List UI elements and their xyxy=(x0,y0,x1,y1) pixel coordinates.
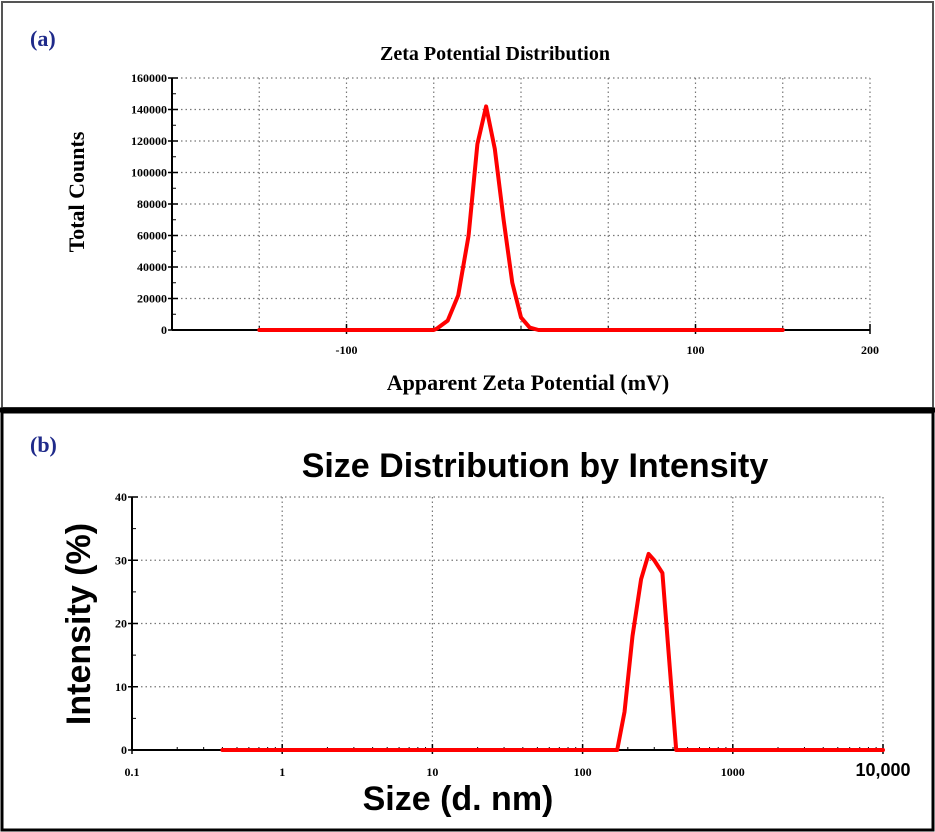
x-tick-label: 1000 xyxy=(721,765,745,779)
series-line xyxy=(257,104,785,332)
panel-b-label: (b) xyxy=(30,432,57,457)
x-tick-label: 100 xyxy=(687,343,705,357)
x-tick-label: 1 xyxy=(279,765,285,779)
panel-b-frame xyxy=(0,410,935,832)
y-tick-label: 20 xyxy=(115,617,127,631)
x-tick-label: -100 xyxy=(336,343,358,357)
x-tick-label: 100 xyxy=(574,765,592,779)
y-tick-label: 140000 xyxy=(131,103,167,117)
y-tick-label: 0 xyxy=(121,743,127,757)
plot-a: 0 20000 40000 60000 80000 100000 120000 140000 1… xyxy=(131,71,879,357)
x-tick-label: 0.1 xyxy=(125,765,140,779)
chart-b-ylabel: Intensity (%) xyxy=(60,523,98,725)
x-tick-label: 200 xyxy=(861,343,879,357)
y-tick-label: 160000 xyxy=(131,71,167,85)
y-tick-label: 40000 xyxy=(137,260,167,274)
y-tick-label: 60000 xyxy=(137,229,167,243)
plot-b: 0 10 20 30 40 0.1 1 10 100 1000 10,000 xyxy=(115,490,911,780)
chart-a-xlabel: Apparent Zeta Potential (mV) xyxy=(387,370,670,395)
chart-b-title: Size Distribution by Intensity xyxy=(302,447,769,485)
y-tick-label: 80000 xyxy=(137,197,167,211)
y-tick-label: 0 xyxy=(161,323,167,337)
y-tick-label: 10 xyxy=(115,680,127,694)
chart-b-xlabel: Size (d. nm) xyxy=(363,780,554,818)
series-line xyxy=(220,551,885,752)
chart-a-ylabel: Total Counts xyxy=(64,131,89,252)
y-tick-label: 20000 xyxy=(137,292,167,306)
panel-a-frame xyxy=(1,1,934,409)
x-tick-label: 10,000 xyxy=(855,760,910,780)
chart-a-title: Zeta Potential Distribution xyxy=(380,43,610,65)
y-tick-label: 120000 xyxy=(131,134,167,148)
y-tick-label: 40 xyxy=(115,490,127,504)
y-tick-label: 100000 xyxy=(131,166,167,180)
x-tick-label: 10 xyxy=(426,765,438,779)
panel-a-label: (a) xyxy=(30,26,56,51)
y-tick-label: 30 xyxy=(115,553,127,567)
